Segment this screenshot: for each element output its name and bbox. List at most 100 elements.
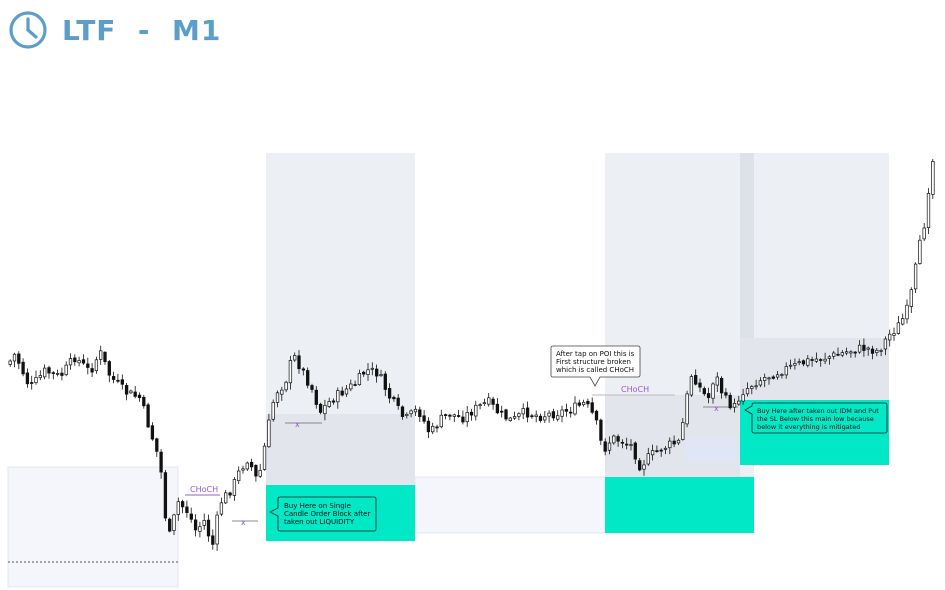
candle-body	[767, 377, 771, 380]
candle-body	[797, 361, 801, 364]
candle-body	[176, 501, 180, 515]
candle-body	[517, 413, 521, 417]
candle-body	[306, 370, 310, 386]
candle-body	[655, 450, 659, 452]
candle-body	[340, 390, 344, 396]
candle-body	[909, 289, 913, 307]
candle-body	[262, 445, 267, 470]
candle-body	[840, 352, 844, 356]
clock-icon	[9, 11, 47, 49]
candle-body	[750, 386, 754, 389]
candle-body	[504, 409, 508, 420]
candle-body	[551, 411, 556, 419]
candle-body	[689, 376, 694, 396]
callout-3: Buy Here after taken out IDM and Put the…	[744, 402, 888, 434]
order-block-mid	[605, 477, 754, 533]
candle-body	[400, 406, 405, 417]
candle-body	[659, 449, 663, 452]
candle-body	[34, 377, 38, 384]
candle-body	[823, 358, 827, 362]
candle-body	[396, 397, 400, 406]
callout-1-line-2: Candle Order Block after	[284, 510, 370, 518]
candle-body	[180, 501, 185, 508]
candle-body	[702, 388, 706, 395]
idm-marker-2: x	[295, 420, 300, 429]
candle-body	[94, 359, 99, 372]
candle-body	[482, 402, 487, 405]
callout-1-text: Buy Here on Single Candle Order Block af…	[284, 502, 373, 526]
candle-body	[366, 369, 370, 375]
timeframe-title: LTF - M1	[62, 13, 222, 47]
candle-body	[323, 405, 327, 415]
candle-body	[530, 415, 534, 418]
candle-body	[422, 415, 426, 422]
candle-body	[508, 417, 512, 421]
candle-body	[724, 392, 728, 396]
candle-body	[275, 392, 280, 403]
candle-body	[228, 492, 232, 496]
callout-3-line-3: below it everything is mitigated	[757, 423, 860, 431]
candle-body	[443, 414, 448, 416]
candle-body	[133, 391, 137, 397]
candle-body	[189, 513, 193, 520]
candle-body	[586, 400, 590, 405]
candle-body	[77, 360, 81, 364]
candle-body	[293, 355, 297, 361]
candle-body	[21, 361, 25, 375]
supply-box-left	[266, 414, 415, 485]
choch-label-left: CHoCH	[190, 485, 218, 494]
discount-box-far-left	[7, 466, 179, 588]
candle-body	[99, 350, 103, 360]
candle-body	[241, 468, 245, 471]
candle-body	[853, 351, 857, 354]
candle-body	[931, 161, 935, 195]
candle-body	[538, 415, 543, 421]
callout-2-line-2: First structure broken	[556, 358, 631, 366]
candle-body	[672, 440, 676, 445]
candle-body	[892, 333, 896, 336]
callout-1: Buy Here on Single Candle Order Block af…	[269, 496, 377, 532]
candle-body	[638, 460, 642, 471]
candle-body	[310, 385, 314, 390]
candle-body	[280, 389, 284, 395]
candle-body	[55, 373, 60, 375]
candle-body	[327, 401, 331, 407]
candle-body	[47, 367, 51, 374]
candle-body	[202, 520, 206, 526]
candle-body	[431, 425, 435, 433]
candle-body	[685, 393, 689, 425]
candle-body	[168, 518, 172, 532]
candle-body	[452, 414, 456, 417]
candle-body	[879, 350, 883, 352]
candle-body	[159, 451, 163, 473]
candle-body	[827, 356, 832, 359]
candle-body	[439, 414, 443, 428]
candle-body	[728, 394, 732, 409]
candle-body	[607, 442, 612, 451]
candle-body	[155, 438, 159, 452]
candle-body	[763, 377, 767, 381]
candle-body	[38, 375, 42, 378]
candle-body	[474, 404, 478, 417]
premium-box-mid	[605, 395, 740, 477]
candle-body	[719, 377, 724, 394]
candle-body	[888, 333, 892, 341]
candle-body	[668, 440, 672, 449]
candle-body	[650, 450, 655, 456]
candle-body	[616, 436, 620, 442]
candle-body	[254, 465, 258, 477]
candle-body	[111, 376, 116, 380]
callout-2-line-3: which is called CHoCH	[556, 366, 634, 374]
candle-body	[857, 344, 862, 353]
candle-body	[500, 410, 504, 413]
candle-body	[375, 368, 379, 377]
candle-body	[146, 404, 150, 428]
candle-body	[560, 409, 564, 417]
candle-body	[741, 394, 745, 402]
candle-body	[633, 442, 637, 460]
candle-body	[336, 390, 340, 403]
candle-body	[594, 410, 599, 421]
candle-body	[715, 376, 719, 386]
candle-body	[409, 410, 413, 415]
candle-body	[435, 426, 439, 429]
